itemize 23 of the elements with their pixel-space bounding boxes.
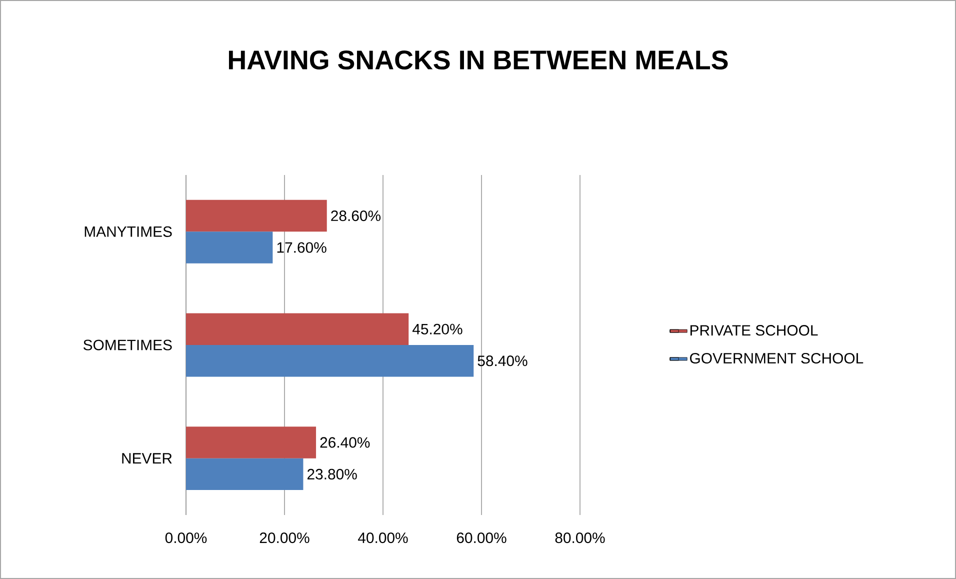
x-tick-label: 60.00%	[456, 532, 506, 544]
data-label: 26.40%	[320, 437, 370, 448]
x-tick-label: 0.00%	[165, 532, 207, 544]
bar	[186, 232, 273, 264]
x-tick-label: 20.00%	[260, 532, 310, 544]
y-tick-label: MANYTIMES	[84, 226, 172, 237]
x-tick-label: 40.00%	[358, 532, 408, 544]
legend-label: PRIVATE SCHOOL	[690, 325, 818, 336]
bar	[186, 344, 474, 377]
data-label: 58.40%	[478, 356, 528, 366]
data-label: 23.80%	[307, 468, 357, 480]
bar	[186, 426, 316, 458]
bar	[186, 313, 409, 345]
x-tick-label: 80.00%	[555, 532, 605, 544]
y-tick-label: NEVER	[122, 453, 172, 464]
bar	[186, 200, 327, 232]
data-label: 17.60%	[277, 242, 326, 253]
data-label: 28.60%	[331, 210, 381, 222]
data-label: 45.20%	[412, 324, 462, 334]
legend-label: GOVERNMENT SCHOOL	[690, 352, 864, 364]
bar	[186, 458, 304, 490]
chart-title: HAVING SNACKS IN BETWEEN MEALS	[228, 50, 728, 70]
y-tick-label: SOMETIMES	[83, 340, 172, 350]
